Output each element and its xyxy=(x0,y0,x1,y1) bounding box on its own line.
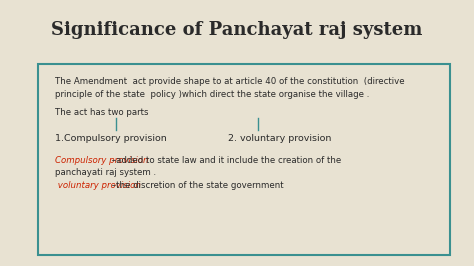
Text: Significance of Panchayat raj system: Significance of Panchayat raj system xyxy=(51,21,423,39)
Text: The act has two parts: The act has two parts xyxy=(55,108,148,117)
Text: –the discretion of the state government: –the discretion of the state government xyxy=(109,181,283,190)
Text: principle of the state  policy )which direct the state organise the village .: principle of the state policy )which dir… xyxy=(55,90,369,99)
Text: 1.Compulsory provision: 1.Compulsory provision xyxy=(55,134,166,143)
Text: 2. voluntary provision: 2. voluntary provision xyxy=(228,134,331,143)
Text: The Amendment  act provide shape to at article 40 of the constitution  (directiv: The Amendment act provide shape to at ar… xyxy=(55,77,404,86)
Text: panchayati raj system .: panchayati raj system . xyxy=(55,168,155,177)
Text: Compulsory provision: Compulsory provision xyxy=(55,156,148,165)
Text: voluntary provision: voluntary provision xyxy=(55,181,140,190)
Text: –added to state law and it include the creation of the: –added to state law and it include the c… xyxy=(109,156,341,165)
